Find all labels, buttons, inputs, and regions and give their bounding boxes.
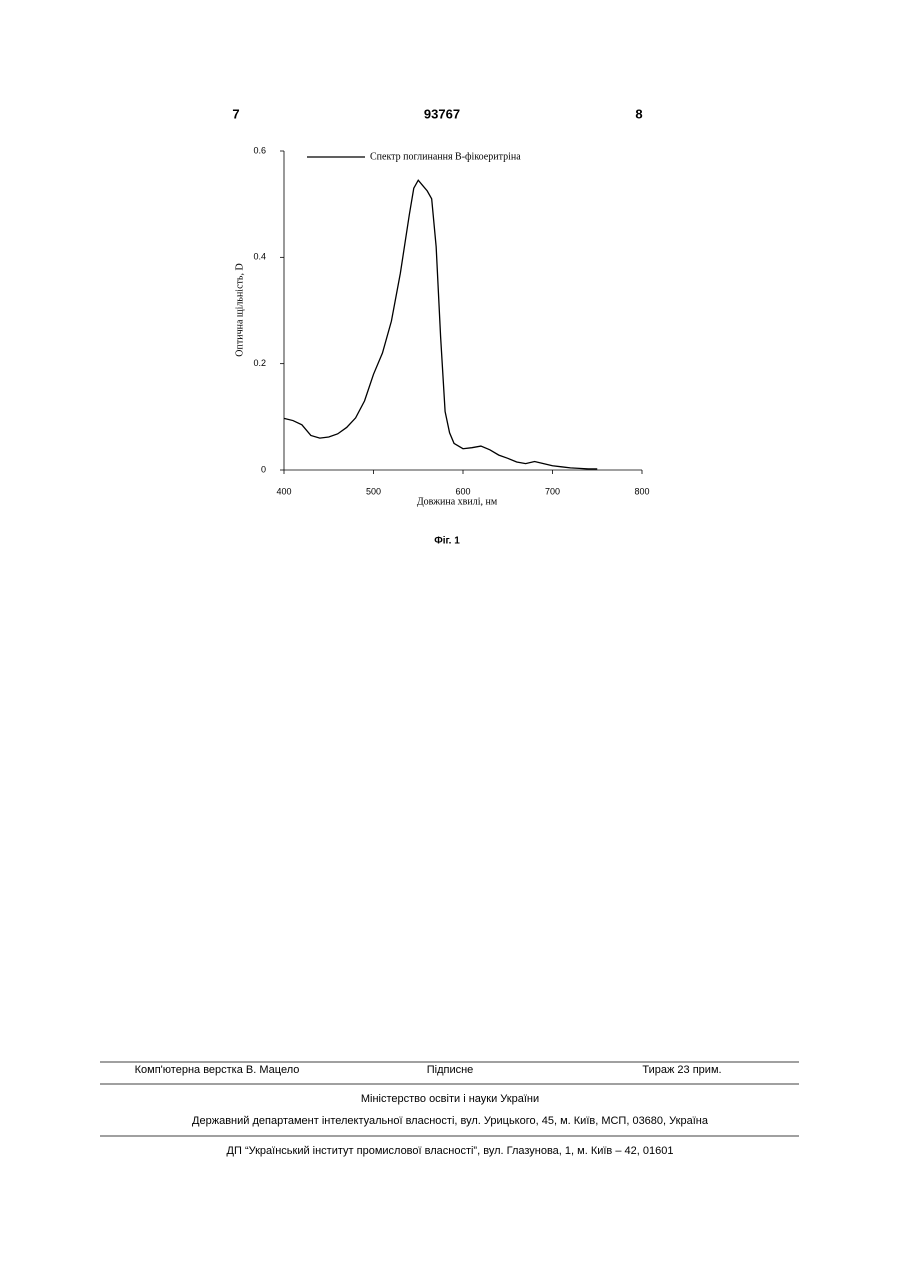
y-tick-label: 0: [261, 464, 266, 474]
x-axis-label: Довжина хвилі, нм: [417, 496, 498, 507]
footer-text: Комп'ютерна верстка В. Мацело: [135, 1064, 300, 1076]
x-tick-label: 700: [545, 486, 560, 496]
y-tick-label: 0.4: [253, 252, 266, 262]
x-tick-label: 500: [366, 486, 381, 496]
spectrum-line: [284, 180, 597, 469]
footer-text: Державний департамент інтелектуальної вл…: [192, 1115, 709, 1127]
footer-text: ДП “Український інститут промислової вла…: [227, 1145, 674, 1157]
footer-text: Підписне: [427, 1064, 474, 1076]
legend-label: Спектр поглинання В-фікоеритріна: [370, 151, 521, 162]
footer-text: Міністерство освіти і науки України: [361, 1093, 539, 1105]
page: 7 93767 8 Фіг. 1 Довжина хвилі, нм Оптич…: [0, 0, 901, 1273]
page-number: 8: [635, 106, 642, 121]
caption: Фіг. 1: [434, 536, 460, 547]
page-number: 7: [232, 106, 239, 121]
y-tick-label: 0.6: [253, 145, 266, 155]
y-axis-label: Оптична щільність, D: [234, 263, 245, 356]
document: 7 93767 8 Фіг. 1 Довжина хвилі, нм Оптич…: [0, 0, 901, 1273]
x-tick-label: 600: [455, 486, 470, 496]
y-tick-label: 0.2: [253, 358, 266, 368]
x-tick-label: 800: [634, 486, 649, 496]
footer-text: Тираж 23 прим.: [642, 1064, 721, 1076]
x-tick-label: 400: [276, 486, 291, 496]
patent-number: 93767: [424, 106, 460, 121]
